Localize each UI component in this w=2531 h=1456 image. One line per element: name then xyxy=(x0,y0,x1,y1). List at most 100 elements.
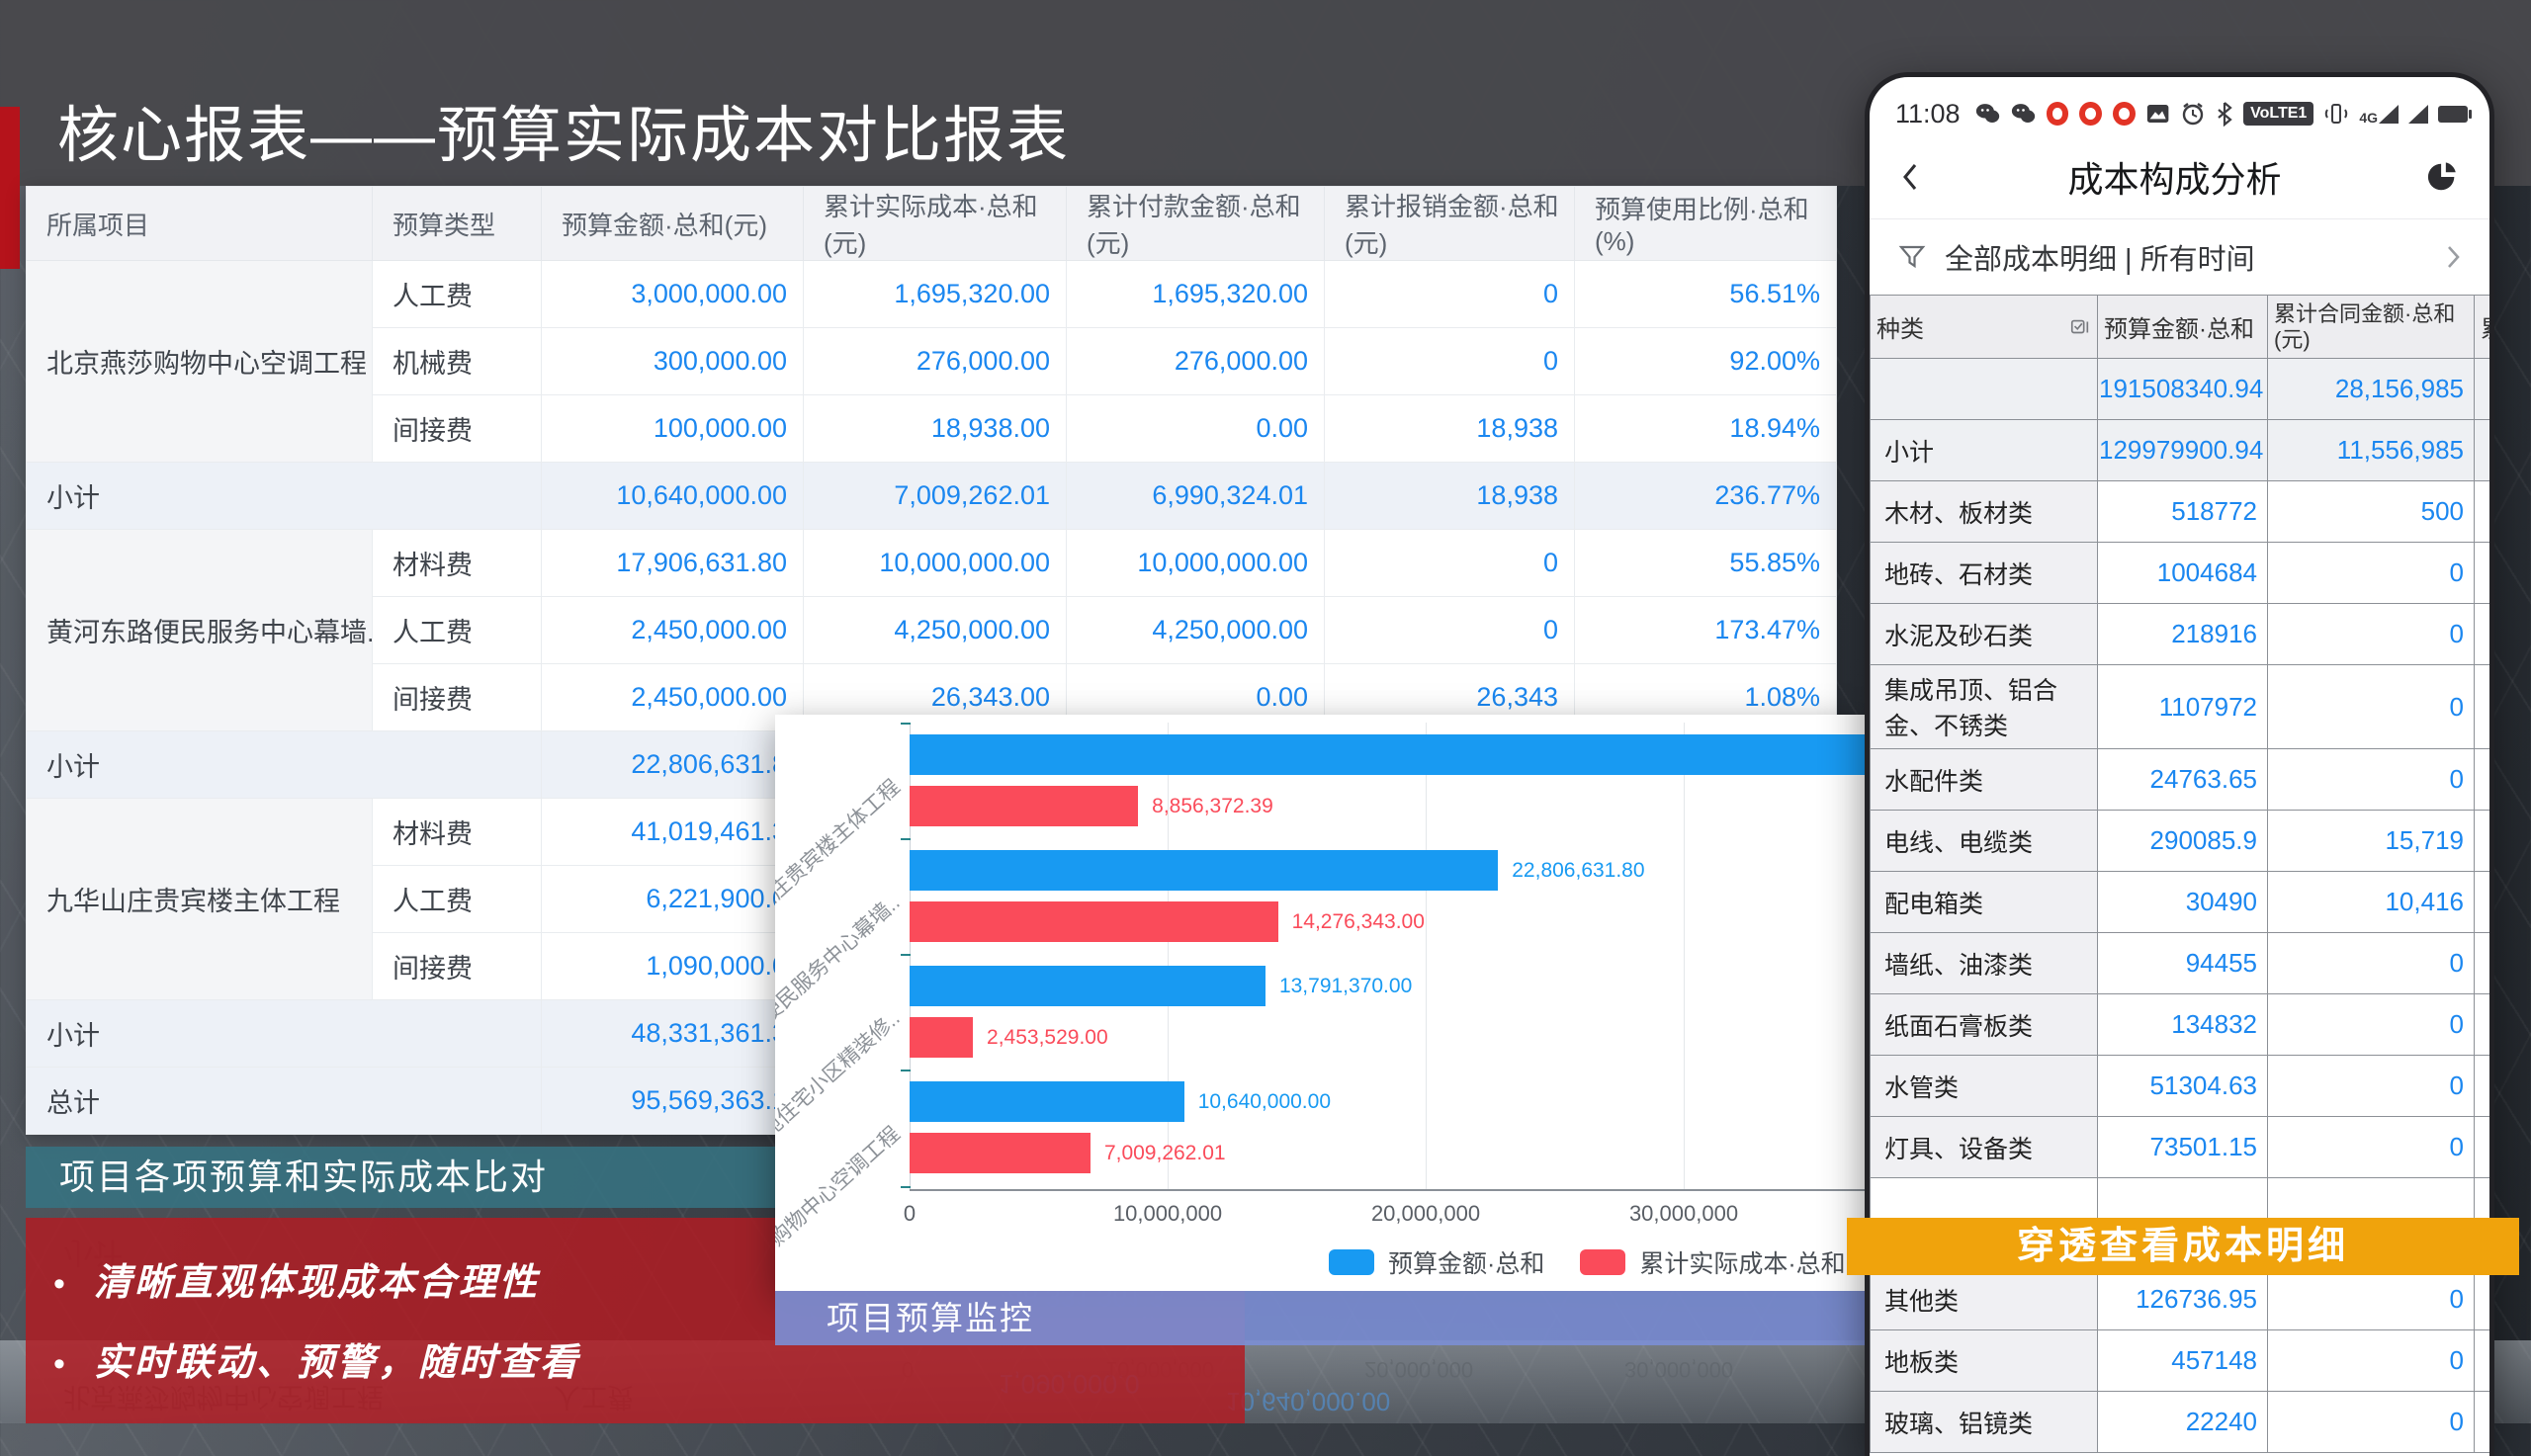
contract-amount-cell: 0 xyxy=(2267,1391,2475,1453)
budget-type-cell: 人工费 xyxy=(372,865,542,933)
category-cell: 纸面石膏板类 xyxy=(1870,993,2098,1056)
signal-icon xyxy=(2408,104,2428,124)
phone-page-title: 成本构成分析 xyxy=(2067,158,2282,200)
x-axis-tick-label: 30,000,000 xyxy=(1628,1201,1739,1226)
budget-amount-cell: 94455 xyxy=(2097,932,2268,994)
clipped-cell xyxy=(2474,419,2489,481)
bar-value-label: 10,640,000.00 xyxy=(1197,1090,1331,1113)
x-axis-tick-label: 10,000,000 xyxy=(1112,1201,1223,1226)
bullet-item: • 实时联动、预警，随时查看 xyxy=(53,1331,1245,1386)
table-row: 北京燕莎购物中心空调工程 人工费 3,000,000.00 1,695,320.00 1… xyxy=(26,260,1837,463)
category-cell: 集成吊顶、铝合金、不锈类 xyxy=(1870,664,2098,749)
contract-amount-cell: 0 xyxy=(2267,603,2475,665)
legend-label: 预算金额·总和 xyxy=(1388,1250,1545,1278)
value-cell: 10,000,000.00 xyxy=(803,529,1067,597)
project-name-cell: 北京燕莎购物中心空调工程 xyxy=(26,260,373,463)
budget-amount-cell: 290085.9 xyxy=(2097,810,2268,872)
budget-bar xyxy=(910,734,1865,775)
summary-label: 小计 xyxy=(26,999,542,1068)
budget-amount-cell: 51304.63 xyxy=(2097,1055,2268,1117)
budget-amount-cell: 457148 xyxy=(2097,1329,2268,1392)
phone-caption-label: 穿透查看成本明细 xyxy=(2016,1226,2349,1267)
y-axis-tick xyxy=(901,723,911,725)
budget-type-cell: 间接费 xyxy=(372,932,542,1000)
reflection-text: 20,000,000 xyxy=(1364,1357,1474,1382)
actual-cost-bar xyxy=(910,1133,1091,1173)
phone-table-row: 灯具、设备类 73501.15 0 xyxy=(1870,1116,2489,1178)
clipped-cell xyxy=(2474,480,2489,543)
volte-badge: VoLTE1 xyxy=(2243,102,2314,126)
bar-chart: 0 10,000,000 20,000,000 30,000,000 22,806,63… xyxy=(775,715,1865,1291)
status-time: 11:08 xyxy=(1895,98,1961,128)
category-label: 北京燕莎购物中心空调工程 xyxy=(775,1122,905,1291)
main-table-header-row: 所属项目 预算类型 预算金额·总和(元) 累计实际成本·总和(元) 累计付款金额·总和(… xyxy=(26,186,1837,261)
value-cell: 92.00% xyxy=(1574,327,1837,395)
budget-amount-cell: 1107972 xyxy=(2097,664,2268,749)
budget-monitor-chart-panel: 0 10,000,000 20,000,000 30,000,000 22,806,63… xyxy=(775,715,1865,1291)
budget-bar xyxy=(910,1081,1184,1122)
budget-bar xyxy=(910,850,1499,891)
reflection-text: 10,640,000.00 xyxy=(1226,1387,1391,1416)
phone-table-row: 小计 129979900.94 11,556,985 xyxy=(1870,419,2489,481)
contract-amount-cell: 0 xyxy=(2267,993,2475,1056)
value-cell: 2,450,000.00 xyxy=(541,596,804,664)
value-cell: 18,938 xyxy=(1324,394,1575,463)
project-name-cell: 黄河东路便民服务中心幕墙... xyxy=(26,529,373,731)
clipped-cell xyxy=(2474,932,2489,994)
budget-bar xyxy=(910,966,1266,1006)
pie-chart-icon[interactable] xyxy=(2426,160,2460,194)
filter-funnel-icon xyxy=(1898,245,1926,269)
y-axis-tick xyxy=(901,1186,911,1188)
legend-label: 累计实际成本·总和 xyxy=(1639,1250,1846,1278)
value-cell: 100,000.00 xyxy=(541,394,804,463)
value-cell: 7,009,262.01 xyxy=(803,462,1067,530)
callout-band-label: 项目各项预算和实际成本比对 xyxy=(59,1156,549,1197)
column-header: 预算使用比例·总和(%) xyxy=(1574,186,1837,261)
wechat-icon xyxy=(2011,104,2035,123)
legend-item: 预算金额·总和 xyxy=(1329,1244,1544,1280)
vibrate-icon xyxy=(2325,104,2348,124)
value-cell: 300,000.00 xyxy=(541,327,804,395)
sort-icon[interactable] xyxy=(2069,316,2091,338)
column-header: 累计实际成本·总和(元) xyxy=(803,186,1067,261)
value-cell: 95,569,363.1 xyxy=(541,1067,804,1135)
value-cell: 41,019,461.3 xyxy=(541,798,804,866)
value-cell: 4,250,000.00 xyxy=(803,596,1067,664)
clipped-cell xyxy=(2474,1116,2489,1178)
legend-swatch xyxy=(1580,1249,1626,1275)
category-cell xyxy=(1870,358,2098,420)
budget-amount-cell: 22240 xyxy=(2097,1391,2268,1453)
budget-amount-cell: 218916 xyxy=(2097,603,2268,665)
chart-caption-bar: 项目预算监控 xyxy=(775,1291,1865,1345)
contract-amount-cell: 10,416 xyxy=(2267,871,2475,933)
bullet-text: 清晰直观体现成本合理性 xyxy=(93,1262,540,1304)
phone-table-row: 地板类 457148 0 xyxy=(1870,1329,2489,1392)
category-cell: 玻璃、铝镜类 xyxy=(1870,1391,2098,1453)
column-header: 预算类型 xyxy=(372,186,542,261)
value-cell: 3,000,000.00 xyxy=(541,260,804,328)
bullet-text: 实时联动、预警，随时查看 xyxy=(93,1342,580,1384)
status-right-icons: VoLTE1 4G xyxy=(2180,101,2472,127)
contract-amount-cell: 15,719 xyxy=(2267,810,2475,872)
wechat-icon xyxy=(1975,104,1999,123)
budget-type-cell: 人工费 xyxy=(372,260,542,328)
value-cell: 236.77% xyxy=(1574,462,1837,530)
alarm-clock-icon xyxy=(2182,103,2204,126)
column-header: 累计付款金额·总和(元) xyxy=(1066,186,1325,261)
category-cell: 电线、电缆类 xyxy=(1870,810,2098,872)
title-accent-bar xyxy=(0,107,20,269)
bullet-icon: • xyxy=(53,1345,68,1383)
clipped-cell xyxy=(2474,1055,2489,1117)
filter-row[interactable]: 全部成本明细 | 所有时间 xyxy=(1870,219,2489,295)
clipped-cell xyxy=(2474,358,2489,420)
value-cell: 276,000.00 xyxy=(803,327,1067,395)
bullet-item: • 清晰直观体现成本合理性 xyxy=(53,1251,1245,1306)
actual-cost-bar xyxy=(910,901,1278,942)
contract-amount-cell: 0 xyxy=(2267,748,2475,811)
value-cell: 18.94% xyxy=(1574,394,1837,463)
back-icon[interactable] xyxy=(1899,161,1923,193)
budget-type-cell: 材料费 xyxy=(372,529,542,597)
value-cell: 0 xyxy=(1324,596,1575,664)
